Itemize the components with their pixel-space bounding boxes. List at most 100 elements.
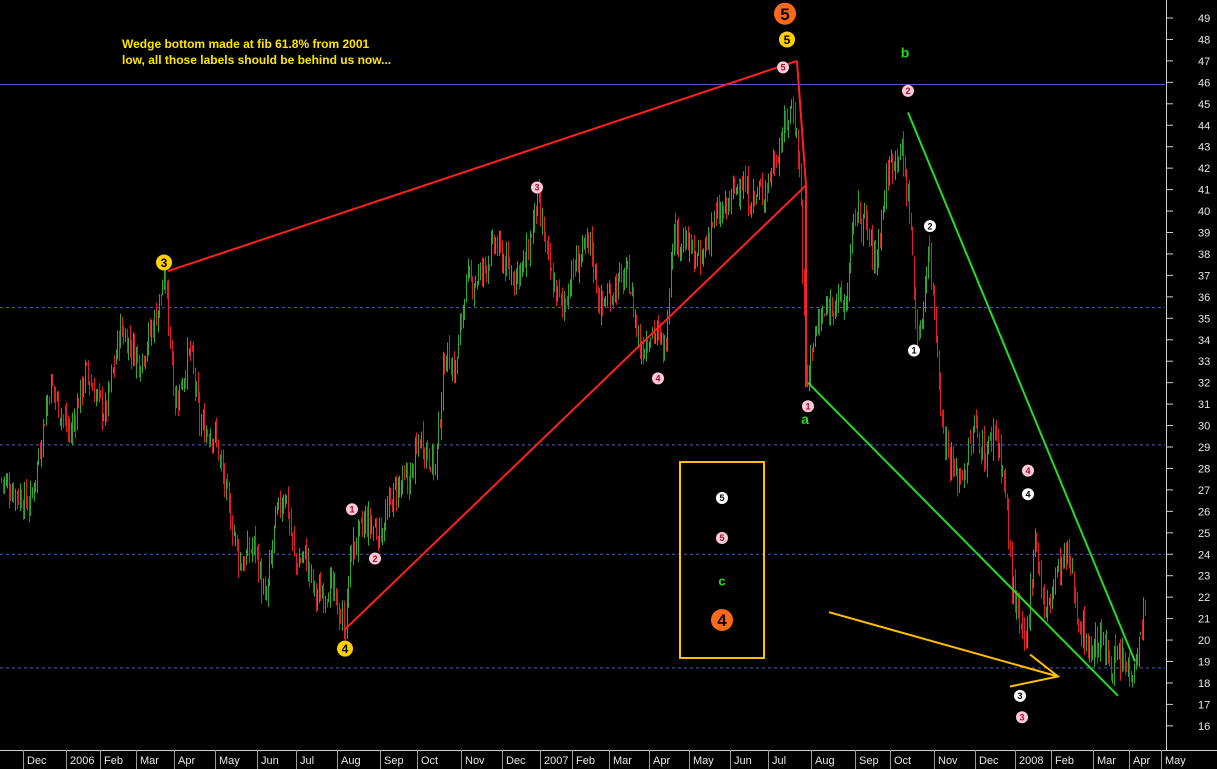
y-tick-label: 43 (1198, 142, 1210, 154)
price-candles (1, 96, 1146, 688)
label-text: 5 (719, 533, 724, 543)
y-tick-label: 40 (1198, 206, 1210, 218)
x-tick-label: Jun (734, 755, 752, 767)
label-circle (1016, 711, 1028, 724)
x-tick-label: Jun (261, 755, 279, 767)
wave-label-9: 1 (802, 400, 814, 413)
label-text: 4 (1025, 489, 1030, 499)
wave-label-11: 2 (924, 220, 936, 233)
wave-letter-a: a (801, 411, 809, 427)
x-tick-label: Mar (140, 755, 159, 767)
wave-label-0: 3 (156, 254, 172, 271)
wave-label-15: 3 (1014, 689, 1026, 702)
x-tick-label: Sep (384, 755, 404, 767)
x-tick-label: Aug (815, 755, 835, 767)
x-tick-label: Feb (1055, 755, 1074, 767)
label-circle (156, 254, 172, 271)
y-tick-label: 32 (1198, 378, 1210, 390)
label-circle (1022, 464, 1034, 477)
y-tick-label: 47 (1198, 56, 1210, 68)
x-tick-label: Dec (979, 755, 999, 767)
x-tick-label: May (693, 755, 714, 767)
y-tick-label: 46 (1198, 77, 1210, 89)
y-tick-label: 49 (1198, 13, 1210, 25)
label-text: 2 (372, 554, 377, 564)
wave-label-3: 5 (774, 2, 796, 25)
y-tick-label: 37 (1198, 270, 1210, 282)
wave-label-4: 5 (777, 61, 789, 74)
reference-lines (0, 83, 1165, 669)
y-tick-label: 42 (1198, 163, 1210, 175)
wave-label-5: 1 (346, 503, 358, 516)
label-text: c (718, 574, 725, 589)
y-tick-label: 31 (1198, 399, 1210, 411)
legend-item-2: c (718, 574, 725, 589)
trendline-5 (907, 111, 1136, 662)
x-tick-label: Apr (1133, 755, 1150, 767)
x-tick-label: May (219, 755, 240, 767)
label-circle (902, 84, 914, 97)
label-circle (716, 492, 728, 504)
label-text: 4 (717, 611, 727, 630)
y-tick-label: 28 (1198, 463, 1210, 475)
y-tick-label: 38 (1198, 249, 1210, 261)
label-circle (1014, 689, 1026, 702)
y-tick-label: 34 (1198, 335, 1210, 347)
label-text: 5 (784, 33, 791, 47)
label-text: 2 (927, 221, 932, 231)
y-tick-label: 22 (1198, 592, 1210, 604)
label-text: 5 (780, 5, 789, 24)
x-tick-label: Jul (300, 755, 314, 767)
wave-label-8: 4 (652, 372, 664, 385)
legend-item-0: 5 (716, 492, 728, 504)
label-text: 4 (342, 642, 349, 656)
wave-labels: 3 4 5 5 5 1 2 3 4 1 2 2 1 4 4 3 3 a b (156, 2, 1034, 724)
y-tick-label: 48 (1198, 34, 1210, 46)
label-text: 5 (719, 493, 724, 503)
y-tick-label: 45 (1198, 99, 1210, 111)
trendline-4 (807, 381, 1119, 697)
label-text: 3 (534, 183, 539, 193)
label-text: 1 (805, 401, 810, 411)
y-tick-label: 17 (1198, 699, 1210, 711)
legend-item-3: 4 (711, 609, 733, 631)
wave-letter-b: b (901, 44, 910, 60)
y-tick-label: 23 (1198, 571, 1210, 583)
label-circle (777, 61, 789, 74)
x-tick-label: Sep (859, 755, 879, 767)
wave-label-1: 4 (337, 640, 353, 657)
label-text: 5 (780, 63, 785, 73)
y-tick-label: 18 (1198, 678, 1210, 690)
arrow-head (1009, 653, 1061, 688)
label-circle (346, 503, 358, 516)
y-tick-label: 26 (1198, 506, 1210, 518)
x-tick-label: Apr (178, 755, 195, 767)
label-circle (711, 609, 733, 631)
wave-label-7: 3 (531, 181, 543, 194)
label-circle (774, 2, 796, 25)
label-circle (924, 220, 936, 233)
label-circle (779, 31, 795, 48)
trendline-2 (796, 60, 807, 186)
label-circle (369, 552, 381, 565)
label-circle (716, 532, 728, 544)
y-tick-label: 29 (1198, 442, 1210, 454)
label-circle (1022, 488, 1034, 501)
y-tick-label: 16 (1198, 721, 1210, 733)
wave-label-12: 1 (908, 344, 920, 357)
y-tick-label: 19 (1198, 657, 1210, 669)
legend-box-frame (679, 461, 765, 659)
wave-label-10: 2 (902, 84, 914, 97)
y-tick-label: 30 (1198, 421, 1210, 433)
x-tick-label: Apr (653, 755, 670, 767)
label-text: 3 (1017, 691, 1022, 701)
x-tick-label: Oct (421, 755, 438, 767)
trendline-1 (344, 184, 807, 631)
wave-label-13: 4 (1022, 464, 1034, 477)
y-tick-label: 41 (1198, 185, 1210, 197)
x-tick-label: Feb (104, 755, 123, 767)
trendlines (167, 59, 1136, 697)
y-tick-label: 44 (1198, 120, 1210, 132)
